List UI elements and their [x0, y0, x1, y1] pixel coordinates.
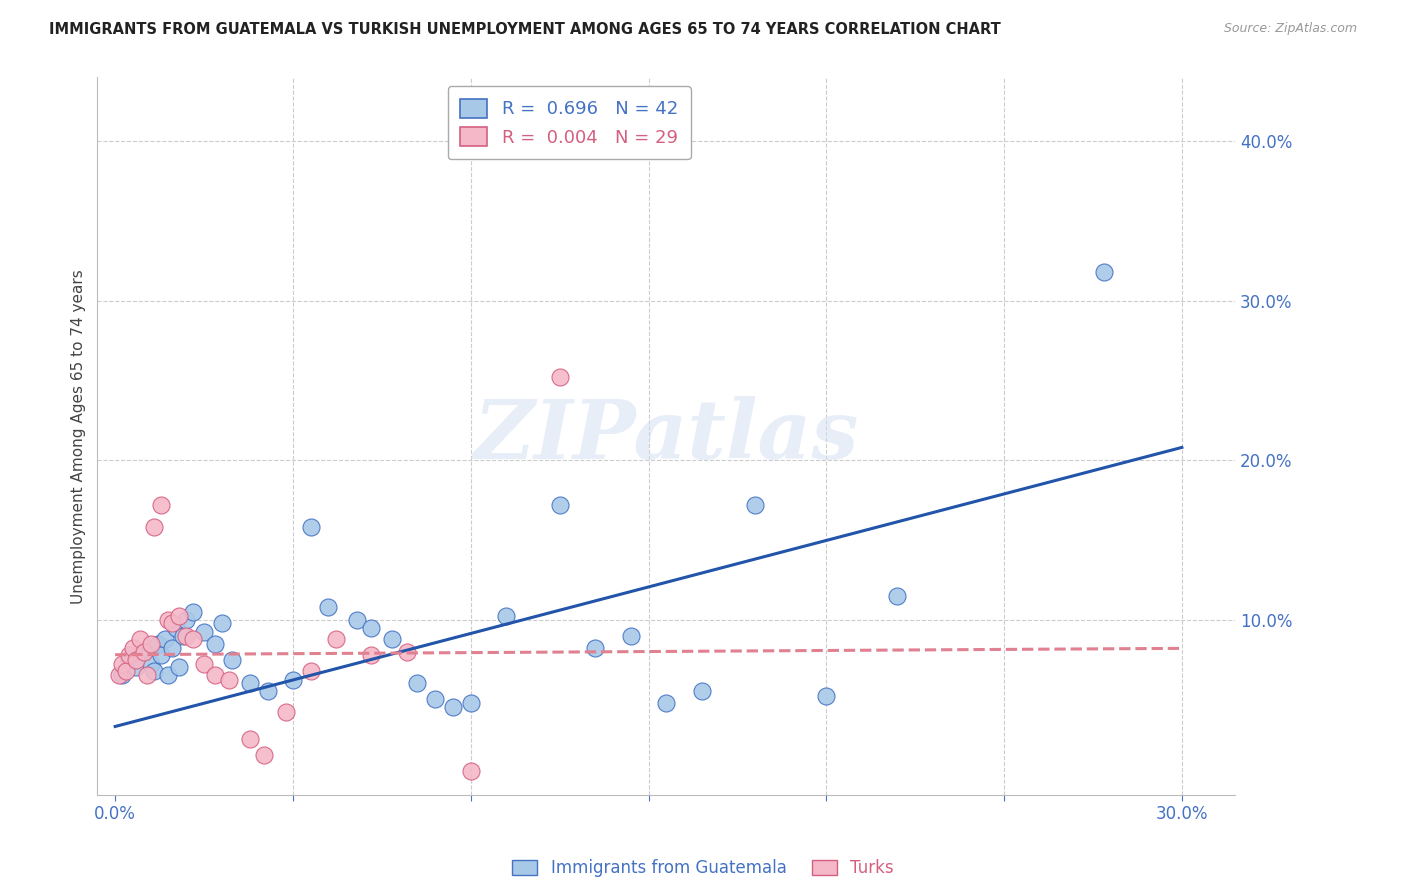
Point	[107, 668, 129, 682]
Point	[274, 705, 297, 719]
Point	[146, 636, 169, 650]
Point	[583, 641, 606, 656]
Point	[132, 644, 155, 658]
Point	[744, 498, 766, 512]
Point	[815, 689, 838, 703]
Point	[153, 632, 176, 646]
Point	[125, 652, 148, 666]
Point	[239, 676, 262, 690]
Point	[122, 641, 145, 656]
Point	[460, 696, 482, 710]
Point	[160, 615, 183, 630]
Point	[172, 629, 194, 643]
Point	[211, 615, 233, 630]
Point	[460, 764, 482, 779]
Y-axis label: Unemployment Among Ages 65 to 74 years: Unemployment Among Ages 65 to 74 years	[72, 268, 86, 604]
Point	[174, 629, 197, 643]
Point	[118, 652, 141, 666]
Point	[136, 668, 159, 682]
Point	[441, 700, 464, 714]
Point	[160, 641, 183, 656]
Point	[111, 657, 134, 672]
Point	[204, 668, 226, 682]
Point	[167, 609, 190, 624]
Point	[325, 632, 347, 646]
Point	[132, 644, 155, 658]
Point	[183, 632, 205, 646]
Point	[193, 625, 215, 640]
Point	[495, 609, 517, 624]
Legend: R =  0.696   N = 42, R =  0.004   N = 29: R = 0.696 N = 42, R = 0.004 N = 29	[447, 87, 690, 160]
Point	[218, 673, 240, 688]
Text: IMMIGRANTS FROM GUATEMALA VS TURKISH UNEMPLOYMENT AMONG AGES 65 TO 74 YEARS CORR: IMMIGRANTS FROM GUATEMALA VS TURKISH UNE…	[49, 22, 1001, 37]
Point	[548, 498, 571, 512]
Legend: Immigrants from Guatemala, Turks: Immigrants from Guatemala, Turks	[506, 853, 900, 884]
Point	[183, 605, 205, 619]
Point	[204, 636, 226, 650]
Point	[139, 636, 162, 650]
Point	[139, 657, 162, 672]
Point	[157, 668, 180, 682]
Point	[318, 599, 340, 614]
Point	[193, 657, 215, 672]
Point	[111, 668, 134, 682]
Point	[423, 692, 446, 706]
Point	[299, 520, 322, 534]
Point	[620, 629, 643, 643]
Point	[1092, 265, 1115, 279]
Point	[346, 613, 368, 627]
Point	[281, 673, 304, 688]
Point	[548, 370, 571, 384]
Point	[381, 632, 404, 646]
Point	[129, 632, 152, 646]
Point	[150, 648, 173, 662]
Point	[167, 660, 190, 674]
Point	[655, 696, 678, 710]
Point	[395, 644, 418, 658]
Point	[299, 664, 322, 678]
Point	[114, 664, 136, 678]
Point	[360, 621, 382, 635]
Point	[690, 684, 713, 698]
Point	[406, 676, 429, 690]
Point	[143, 520, 166, 534]
Point	[239, 732, 262, 747]
Point	[360, 648, 382, 662]
Point	[118, 648, 141, 662]
Point	[125, 660, 148, 674]
Point	[143, 664, 166, 678]
Point	[257, 684, 280, 698]
Text: Source: ZipAtlas.com: Source: ZipAtlas.com	[1223, 22, 1357, 36]
Point	[157, 613, 180, 627]
Point	[165, 621, 187, 635]
Point	[150, 498, 173, 512]
Point	[253, 748, 276, 763]
Point	[886, 589, 908, 603]
Point	[174, 613, 197, 627]
Point	[221, 652, 243, 666]
Text: ZIPatlas: ZIPatlas	[474, 396, 859, 476]
